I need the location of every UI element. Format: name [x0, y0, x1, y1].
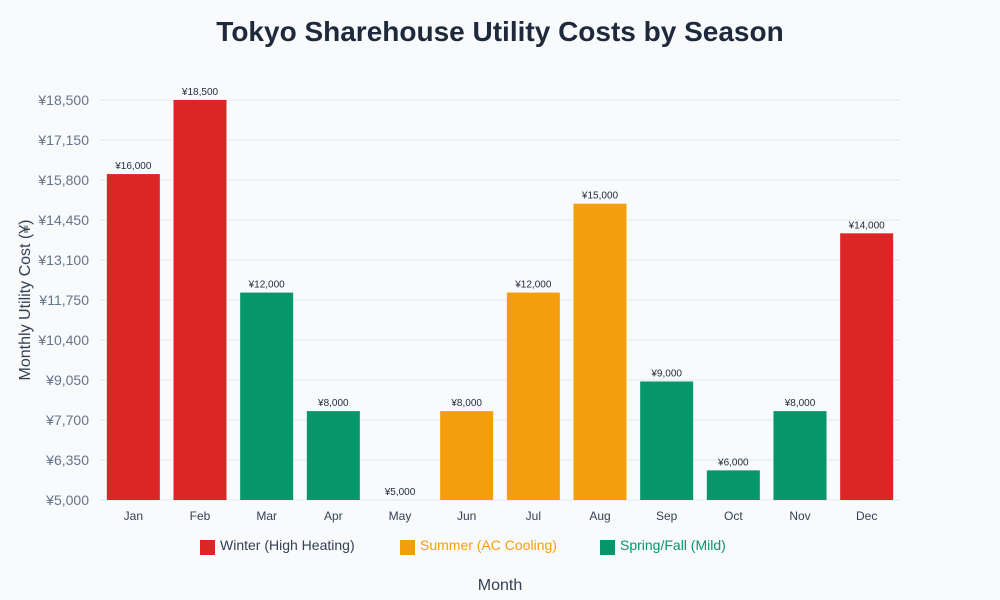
legend-label: Summer (AC Cooling): [420, 537, 557, 553]
bar-dec: [840, 233, 894, 501]
x-tick-label: Jan: [124, 509, 143, 523]
data-label: ¥15,000: [581, 191, 619, 202]
legend-label: Spring/Fall (Mild): [620, 537, 726, 553]
chart-title: Tokyo Sharehouse Utility Costs by Season: [216, 16, 783, 47]
y-tick-label: ¥10,400: [37, 332, 89, 348]
x-tick-label: Feb: [190, 509, 211, 523]
bar-nov: [773, 411, 827, 500]
data-label: ¥8,000: [317, 398, 349, 409]
x-tick-label: Jun: [457, 509, 476, 523]
y-tick-label: ¥17,150: [37, 132, 89, 148]
x-tick-label: Dec: [856, 509, 877, 523]
bar-jun: [440, 411, 494, 500]
data-label: ¥5,000: [384, 487, 416, 498]
y-tick-label: ¥18,500: [37, 92, 89, 108]
bar-aug: [573, 203, 627, 500]
data-label: ¥18,500: [181, 87, 219, 98]
bar-mar: [240, 292, 294, 500]
y-tick-label: ¥14,450: [37, 212, 89, 228]
y-tick-label: ¥5,000: [45, 492, 89, 508]
data-label: ¥8,000: [784, 398, 816, 409]
x-axis-label: Month: [478, 577, 522, 594]
y-axis-label: Monthly Utility Cost (¥): [17, 220, 34, 381]
x-tick-label: Sep: [656, 509, 678, 523]
legend-swatch: [200, 540, 215, 555]
x-tick-label: Aug: [589, 509, 610, 523]
bar-feb: [173, 100, 227, 500]
legend-label: Winter (High Heating): [220, 537, 355, 553]
y-tick-label: ¥9,050: [45, 372, 89, 388]
x-tick-label: Oct: [724, 509, 743, 523]
data-label: ¥14,000: [848, 220, 886, 231]
x-tick-label: Nov: [789, 509, 810, 523]
bar-oct: [706, 470, 760, 500]
data-label: ¥12,000: [248, 280, 286, 291]
y-tick-label: ¥6,350: [45, 452, 89, 468]
legend-swatch: [600, 540, 615, 555]
y-tick-label: ¥13,100: [37, 252, 89, 268]
bar-apr: [306, 411, 360, 500]
data-label: ¥8,000: [450, 398, 482, 409]
y-tick-label: ¥15,800: [37, 172, 89, 188]
data-label: ¥16,000: [114, 161, 152, 172]
x-tick-label: Jul: [526, 509, 541, 523]
x-tick-label: Mar: [256, 509, 277, 523]
x-tick-label: Apr: [324, 509, 343, 523]
data-label: ¥9,000: [650, 368, 682, 379]
y-tick-label: ¥7,700: [45, 412, 89, 428]
bar-jan: [106, 174, 160, 500]
bar-jul: [506, 292, 560, 500]
legend-swatch: [400, 540, 415, 555]
bar-sep: [640, 381, 694, 500]
data-label: ¥6,000: [717, 457, 749, 468]
y-tick-label: ¥11,750: [38, 292, 89, 308]
data-label: ¥12,000: [514, 280, 552, 291]
x-tick-label: May: [389, 509, 412, 523]
